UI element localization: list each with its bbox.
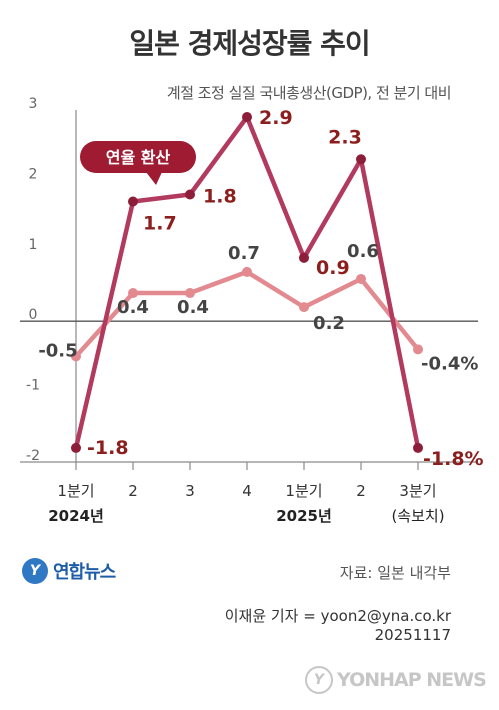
data-label: 1.7 [143,213,177,235]
y-tick-label: 3 [29,96,38,112]
data-point [299,302,309,313]
data-point [71,351,81,362]
chart-title: 일본 경제성장률 추이 [129,27,370,60]
data-point [185,288,195,299]
x-tick-sublabel: 2025년 [276,507,332,525]
data-point [413,344,423,355]
x-tick-label: 1분기 [285,482,322,500]
data-label: 0.7 [228,243,260,264]
x-tick-label: 4 [242,482,252,500]
y-tick-label: -2 [26,448,40,464]
data-label: 0.6 [347,241,379,262]
data-point [413,442,423,453]
data-point [71,442,81,453]
x-tick-label: 3 [185,482,195,500]
data-point [356,154,366,165]
annotation-label: 연율 환산 [106,148,171,167]
data-point [128,196,138,207]
source-note: 자료: 일본 내각부 [339,564,451,582]
data-label: -0.4% [421,353,478,374]
annotation-bubble [80,141,196,173]
watermark-text: YONHAP NEWS [337,669,487,691]
yonhap-logo-text: 연합뉴스 [53,562,116,583]
data-label: 2.3 [328,126,362,148]
data-point [356,273,366,284]
chart-subtitle: 계절 조정 실질 국내총생산(GDP), 전 분기 대비 [166,84,452,102]
x-tick-label: 1분기 [57,482,94,500]
watermark-logo-icon: Y [305,666,333,694]
x-tick-label: 2 [356,482,366,500]
y-tick-label: 2 [29,166,38,182]
data-label: 2.9 [259,107,293,129]
data-label: 0.4 [117,297,149,318]
data-label: 0.9 [316,257,350,279]
annotation-pointer [146,172,162,185]
yonhap-logo: Y 연합뉴스 [22,556,116,586]
data-point [242,112,252,123]
author-credit: 이재윤 기자 = yoon2@yna.co.kr [224,607,451,625]
x-tick-sublabel: 2024년 [48,507,104,525]
y-tick-label: 1 [29,237,38,253]
y-tick-label: -1 [26,378,40,394]
data-point [242,266,252,277]
data-label: -1.8 [87,437,129,459]
x-tick-sublabel: (속보치) [391,507,444,525]
data-label: -0.5 [38,340,77,361]
data-label: 0.4 [177,297,209,318]
yonhap-logo-icon: Y [22,558,48,584]
yonhap-watermark: Y YONHAP NEWS [305,662,487,698]
data-label: -1.8% [423,448,484,470]
data-label: 1.8 [203,185,237,207]
data-point [128,288,138,299]
x-tick-label: 2 [128,482,138,500]
x-tick-label: 3분기 [399,482,436,500]
publish-date: 20251117 [374,626,451,644]
data-label: 0.2 [313,313,345,334]
data-point [185,189,195,200]
y-tick-label: 0 [29,307,38,323]
data-point [299,252,309,263]
